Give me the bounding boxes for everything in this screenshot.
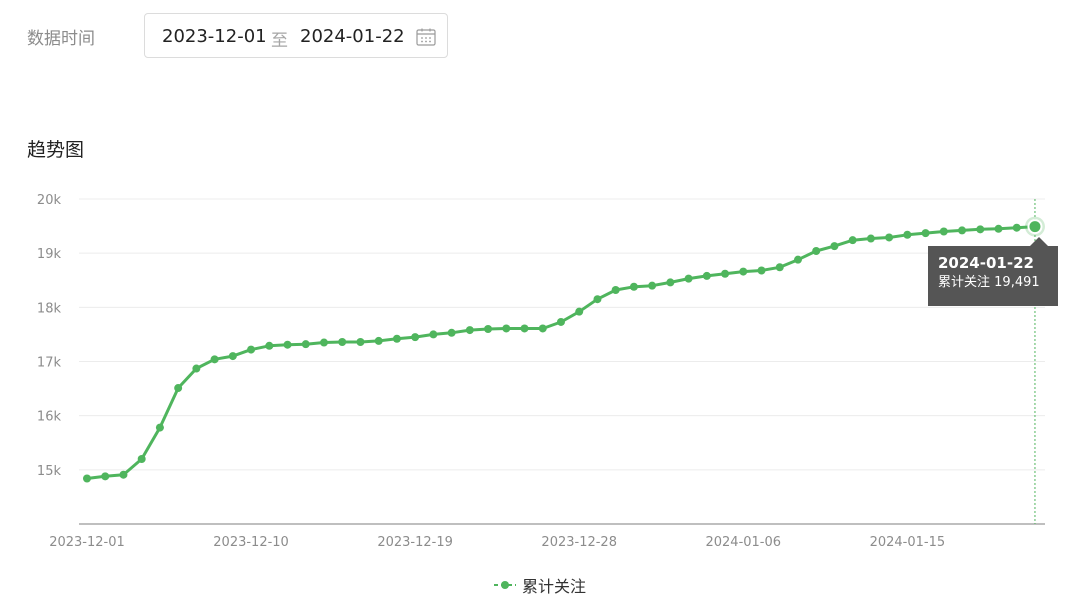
- data-point: [885, 233, 894, 242]
- highlight-point: [1027, 219, 1043, 235]
- chart-section-title: 趋势图: [27, 139, 85, 161]
- x-tick-label: 2024-01-06: [705, 535, 781, 550]
- data-point: [447, 328, 456, 337]
- y-tick-label: 18k: [37, 301, 62, 316]
- y-tick-label: 17k: [37, 356, 62, 371]
- data-point: [411, 333, 420, 342]
- data-point: [721, 269, 730, 278]
- calendar-icon[interactable]: [416, 28, 436, 46]
- tooltip-arrow: [1030, 237, 1048, 246]
- chart-tooltip: 2024-01-22 累计关注 19,491: [928, 246, 1058, 306]
- data-point: [848, 236, 857, 245]
- y-tick-label: 19k: [37, 247, 62, 262]
- data-point: [338, 338, 347, 346]
- y-tick-label: 15k: [37, 464, 62, 479]
- data-point: [101, 472, 110, 481]
- data-point: [903, 230, 912, 239]
- data-point: [228, 352, 237, 361]
- start-date-input[interactable]: 2023-12-01: [162, 26, 267, 47]
- tooltip-value-line: 累计关注 19,491: [938, 273, 1058, 292]
- data-point: [611, 286, 620, 294]
- trend-chart[interactable]: 15k 16k 17k 18k 19k 20k 2023-12-01 2023-12-10 20…: [0, 180, 1080, 560]
- tooltip-series-name: 累计关注: [938, 275, 991, 290]
- date-separator: 至: [271, 31, 288, 51]
- data-point: [502, 324, 511, 333]
- x-tick-label: 2023-12-01: [49, 535, 125, 550]
- data-point: [83, 474, 91, 483]
- data-point: [593, 295, 602, 304]
- data-point: [374, 336, 383, 345]
- legend-line-marker-icon: [493, 581, 516, 589]
- data-point: [301, 340, 310, 349]
- data-point: [575, 307, 584, 316]
- data-point: [757, 266, 766, 275]
- data-point: [702, 271, 711, 280]
- data-point: [174, 384, 183, 393]
- data-point: [210, 355, 219, 364]
- data-point: [684, 274, 693, 283]
- data-point: [192, 364, 201, 373]
- data-point: [556, 317, 565, 326]
- data-point: [520, 324, 529, 333]
- x-tick-label: 2023-12-10: [213, 535, 289, 550]
- data-point: [283, 340, 292, 349]
- data-point: [976, 225, 985, 234]
- x-tick-label: 2024-01-15: [870, 535, 946, 550]
- data-point: [392, 334, 401, 343]
- data-point: [265, 341, 274, 350]
- x-tick-label: 2023-12-19: [377, 535, 453, 550]
- data-point: [119, 470, 128, 479]
- data-point: [866, 234, 875, 243]
- data-point: [484, 325, 493, 333]
- data-point: [994, 224, 1003, 233]
- data-point: [666, 278, 675, 287]
- data-point: [648, 281, 657, 290]
- end-date-input[interactable]: 2024-01-22: [300, 26, 405, 47]
- data-point: [812, 247, 821, 255]
- y-tick-label: 20k: [37, 193, 62, 208]
- data-point: [921, 229, 930, 238]
- data-point: [137, 455, 146, 463]
- data-point: [319, 338, 328, 347]
- data-point: [830, 242, 839, 251]
- data-time-label: 数据时间: [27, 29, 95, 49]
- x-tick-label: 2023-12-28: [541, 535, 617, 550]
- tooltip-date: 2024-01-22: [938, 254, 1034, 272]
- data-point: [775, 263, 784, 272]
- data-point: [465, 326, 474, 335]
- data-point: [739, 267, 748, 276]
- data-point: [356, 338, 365, 346]
- data-point: [793, 255, 802, 264]
- tooltip-value: 19,491: [994, 275, 1040, 290]
- y-tick-label: 16k: [37, 410, 62, 425]
- data-point: [629, 282, 638, 291]
- data-point: [939, 227, 948, 236]
- date-range-picker[interactable]: 2023-12-01 至 2024-01-22: [144, 13, 448, 58]
- data-point: [247, 345, 256, 354]
- data-point: [538, 324, 547, 333]
- data-point: [429, 330, 438, 339]
- data-point: [1012, 223, 1021, 232]
- chart-legend[interactable]: 累计关注: [0, 573, 1080, 597]
- data-point: [958, 226, 967, 235]
- data-point: [155, 423, 164, 432]
- legend-label: 累计关注: [521, 577, 586, 596]
- series-line: [86, 225, 1036, 480]
